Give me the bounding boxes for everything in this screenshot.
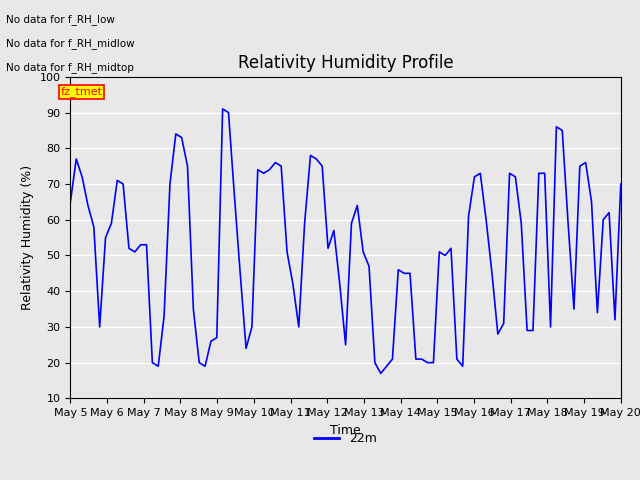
Title: Relativity Humidity Profile: Relativity Humidity Profile [238, 54, 453, 72]
X-axis label: Time: Time [330, 424, 361, 437]
Y-axis label: Relativity Humidity (%): Relativity Humidity (%) [21, 165, 34, 310]
Text: fz_tmet: fz_tmet [61, 86, 103, 97]
Text: No data for f_RH_midtop: No data for f_RH_midtop [6, 62, 134, 73]
Text: No data for f_RH_low: No data for f_RH_low [6, 14, 115, 25]
Text: No data for f_RH_midlow: No data for f_RH_midlow [6, 38, 135, 49]
Legend: 22m: 22m [309, 427, 382, 450]
